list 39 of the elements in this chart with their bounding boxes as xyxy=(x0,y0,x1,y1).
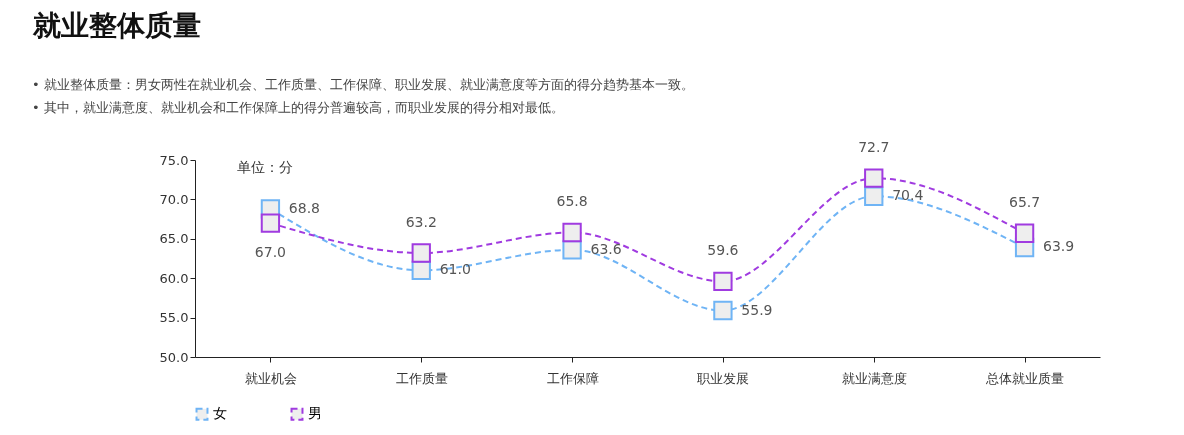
data-label: 67.0 xyxy=(254,244,286,261)
data-label: 65.8 xyxy=(556,193,588,210)
text: • 就业整体质量：男女两性在就业机会、工作质量、工作保障、职业发展、就业满意度等方面的得分趋势基本一致。 xyxy=(32,77,694,92)
point xyxy=(1014,223,1035,243)
data-label: 65.7 xyxy=(1009,194,1041,211)
x-tick-label: 职业发展 xyxy=(697,370,750,386)
point xyxy=(713,300,733,321)
data-label: 61.0 xyxy=(439,261,471,278)
point xyxy=(864,186,884,206)
data-label: 63.2 xyxy=(405,213,437,230)
y-tick-label: 60.0 xyxy=(159,270,189,286)
legend-label: 女 xyxy=(213,405,227,422)
data-label: 63.9 xyxy=(1043,238,1075,255)
y-tick-label: 55.0 xyxy=(159,310,189,326)
y-tick-label: 65.0 xyxy=(159,231,189,247)
x-tick-label: 就业满意度 xyxy=(841,370,907,386)
point xyxy=(713,271,733,292)
point xyxy=(864,168,884,188)
text: • 其中，就业满意度、就业机会和工作保障上的得分普遍较高，而职业发展的得分相对最低。 xyxy=(32,100,564,115)
y-tick-label: 50.0 xyxy=(159,349,189,365)
data-label: 63.6 xyxy=(590,240,622,257)
x-tick-label: 工作质量 xyxy=(395,370,448,386)
x-tick-label: 工作保障 xyxy=(546,370,599,386)
data-label: 72.7 xyxy=(858,139,890,156)
point xyxy=(562,240,582,260)
legend-label: 男 xyxy=(308,405,322,422)
point xyxy=(260,213,281,233)
x-tick-label: 总体就业质量 xyxy=(985,370,1065,386)
y-tick-label: 75.0 xyxy=(159,152,189,168)
data-label: 55.9 xyxy=(741,301,773,318)
data-label: 68.8 xyxy=(288,199,320,216)
annotation: 单位：分 xyxy=(237,159,293,175)
point xyxy=(411,243,431,263)
data-label: 70.4 xyxy=(892,187,924,204)
point xyxy=(562,222,582,243)
data-label: 59.6 xyxy=(707,242,739,259)
x-tick-label: 就业机会 xyxy=(244,370,297,386)
y-tick-label: 70.0 xyxy=(159,191,189,207)
chart-title: 就业整体质量 xyxy=(32,9,201,42)
